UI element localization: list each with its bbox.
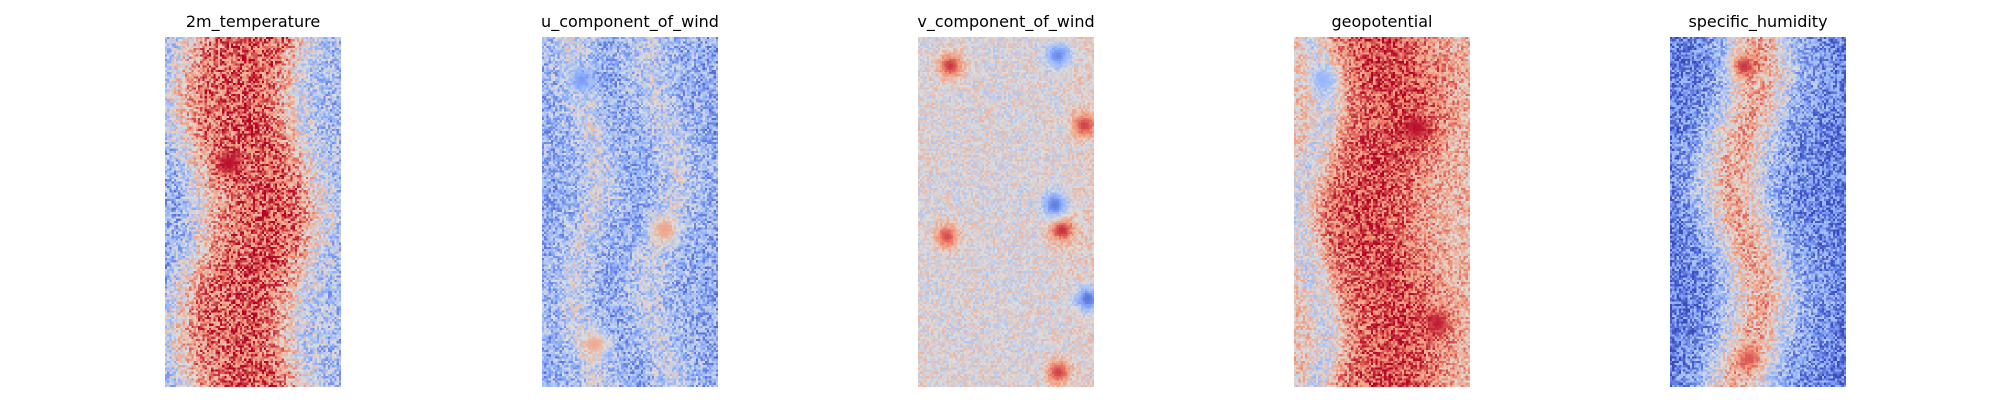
panel-title: 2m_temperature — [185, 12, 321, 31]
panel-title: v_component_of_wind — [917, 12, 1095, 31]
panel-specific-humidity: specific_humidity — [1670, 0, 1846, 400]
heatmap-geopotential — [1294, 37, 1470, 387]
panel-u-component-of-wind: u_component_of_wind — [541, 0, 719, 400]
heatmap-specific-humidity — [1670, 37, 1846, 387]
panel-title: specific_humidity — [1688, 12, 1828, 31]
panel-title: geopotential — [1331, 12, 1433, 31]
heatmap-v-component-of-wind — [918, 37, 1094, 387]
heatmap-u-component-of-wind — [542, 37, 718, 387]
panel-2m-temperature: 2m_temperature — [165, 0, 341, 400]
panel-v-component-of-wind: v_component_of_wind — [917, 0, 1095, 400]
panel-title: u_component_of_wind — [541, 12, 719, 31]
panel-geopotential: geopotential — [1294, 0, 1470, 400]
heatmap-2m-temperature — [165, 37, 341, 387]
